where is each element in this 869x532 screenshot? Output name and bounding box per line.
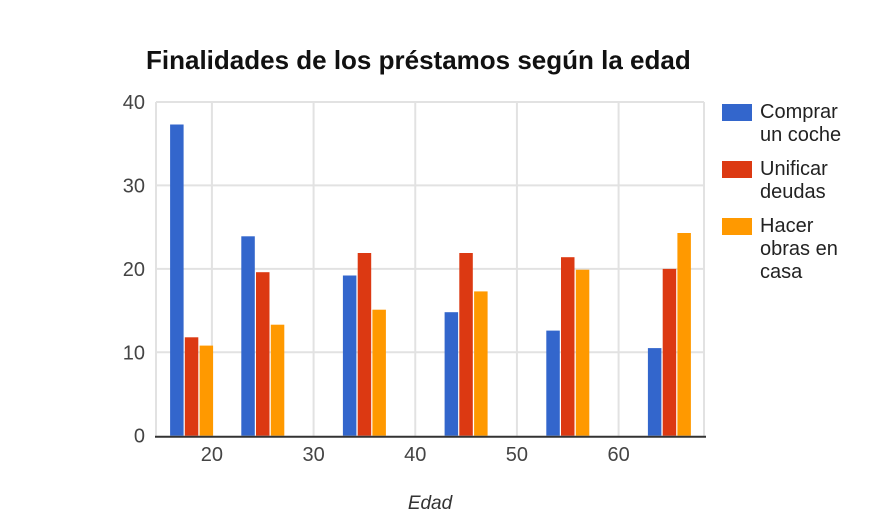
x-tick-labels: 20 30 40 50 60 <box>201 444 630 466</box>
bar <box>444 312 459 436</box>
y-tick-label: 30 <box>123 175 145 197</box>
bar <box>357 253 372 436</box>
bar <box>342 275 357 436</box>
legend-item-unificar-deudas: Unificar deudas <box>722 158 841 204</box>
legend-swatch-comprar-un-coche <box>722 104 752 121</box>
bar <box>170 124 184 436</box>
y-gridlines <box>156 101 704 354</box>
chart-legend: Comprar un coche Unificar deudas Hacer obras … <box>722 101 841 284</box>
legend-swatch-hacer-obras-en-casa <box>722 218 752 235</box>
bar <box>241 236 255 436</box>
chart-title: Finalidades de los préstamos según la ed… <box>146 45 691 75</box>
bar <box>575 269 590 436</box>
legend-label-comprar-un-coche: Comprar un coche <box>760 101 842 146</box>
bar <box>184 337 199 436</box>
bar <box>372 309 386 436</box>
legend-label-hacer-obras-en-casa: Hacer obras en casa <box>760 215 838 283</box>
bar <box>561 257 575 436</box>
x-tick-label: 30 <box>302 444 324 466</box>
x-tick-label: 20 <box>201 444 223 466</box>
legend-swatch-unificar-deudas <box>722 161 752 178</box>
bar <box>647 348 662 436</box>
bar <box>270 324 285 436</box>
y-tick-label: 40 <box>123 92 145 114</box>
x-gridlines <box>155 102 705 436</box>
bar <box>459 253 473 436</box>
legend-label-unificar-deudas: Unificar deudas <box>760 158 828 203</box>
bar <box>256 272 270 436</box>
bar <box>662 268 677 436</box>
y-tick-label: 10 <box>123 342 145 364</box>
bar <box>677 233 691 436</box>
x-axis-title: Edad <box>407 493 453 514</box>
bar <box>474 291 488 436</box>
x-tick-label: 50 <box>506 444 528 466</box>
bar <box>546 330 560 436</box>
y-tick-label: 0 <box>134 426 145 448</box>
legend-item-comprar-un-coche: Comprar un coche <box>722 101 841 147</box>
y-tick-labels: 0 10 20 30 40 <box>123 92 145 448</box>
y-tick-label: 20 <box>123 259 145 281</box>
bars-hacer-obras-en-casa <box>199 233 691 436</box>
x-tick-label: 60 <box>607 444 629 466</box>
bar <box>199 345 214 436</box>
bars-unificar-deudas <box>184 253 677 436</box>
x-tick-label: 40 <box>404 444 426 466</box>
legend-item-hacer-obras-en-casa: Hacer obras en casa <box>722 215 841 284</box>
bars-comprar-un-coche <box>170 124 662 436</box>
